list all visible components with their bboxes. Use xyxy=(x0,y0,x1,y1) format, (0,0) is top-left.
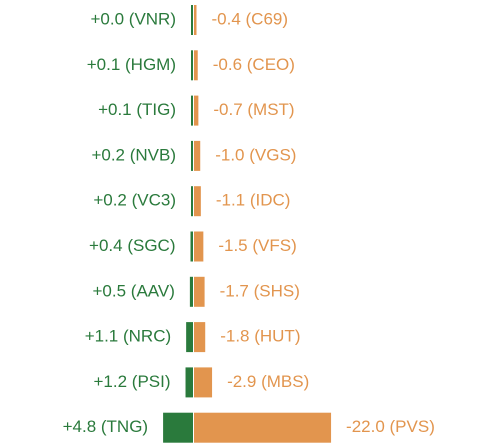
bar-label: -1.8 (HUT) xyxy=(220,327,300,346)
bar xyxy=(194,231,204,262)
bar-label: +0.0 (VNR) xyxy=(91,9,177,28)
bar xyxy=(191,50,193,81)
bar-label: +0.2 (NVB) xyxy=(91,145,176,164)
bar xyxy=(189,276,193,307)
bar xyxy=(186,322,193,353)
bar xyxy=(190,231,193,262)
bar xyxy=(194,186,201,217)
bar-label: -0.4 (C69) xyxy=(211,9,288,28)
bar-label: +1.2 (PSI) xyxy=(94,372,171,391)
bar-label: -0.7 (MST) xyxy=(213,100,294,119)
bar xyxy=(194,322,206,353)
bar-label: -2.9 (MBS) xyxy=(227,372,309,391)
bar xyxy=(191,186,193,217)
bar xyxy=(191,5,193,35)
bar xyxy=(191,95,193,126)
bar xyxy=(194,5,197,35)
bar-label: -1.5 (VFS) xyxy=(218,236,296,255)
bar xyxy=(194,276,205,307)
bar-label: -0.6 (CEO) xyxy=(213,55,295,74)
bar-label: -1.7 (SHS) xyxy=(220,281,300,300)
bar-label: +0.1 (HGM) xyxy=(87,55,176,74)
bar-label: -22.0 (PVS) xyxy=(346,417,435,436)
bar xyxy=(194,95,199,126)
bar xyxy=(191,140,193,171)
bar xyxy=(185,367,193,398)
bar-label: -1.0 (VGS) xyxy=(215,145,296,164)
bar xyxy=(194,50,198,81)
bar xyxy=(194,140,201,171)
bar-label: +0.5 (AAV) xyxy=(93,281,175,300)
bar xyxy=(163,412,193,443)
bar xyxy=(194,367,213,398)
bar-label: +1.1 (NRC) xyxy=(85,327,171,346)
bar-label: -1.1 (IDC) xyxy=(216,191,291,210)
bar-label: +0.1 (TIG) xyxy=(98,100,176,119)
bar-label: +4.8 (TNG) xyxy=(63,417,149,436)
bar-label: +0.4 (SGC) xyxy=(89,236,175,255)
bar-label: +0.2 (VC3) xyxy=(93,191,176,210)
bar xyxy=(194,412,332,443)
